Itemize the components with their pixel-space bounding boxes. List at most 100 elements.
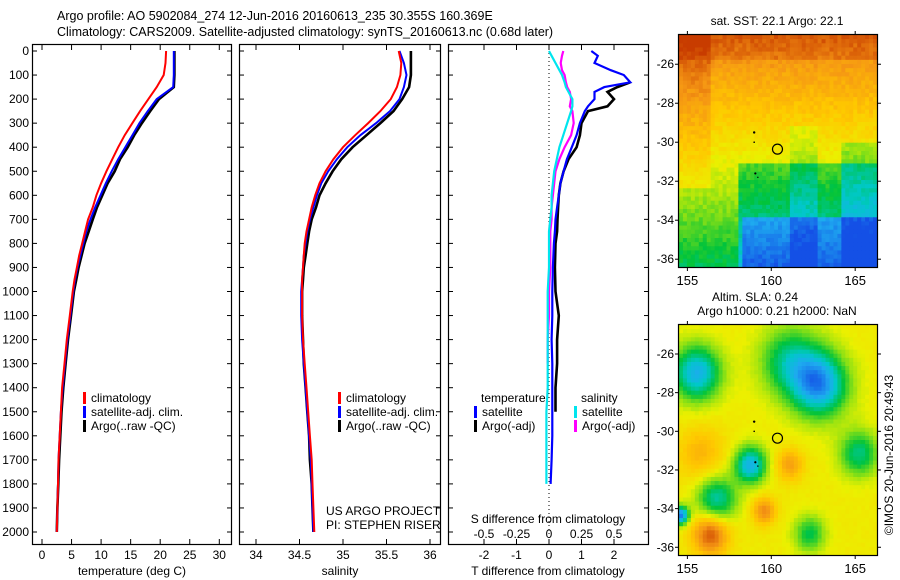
map-cell [853, 361, 858, 367]
map-cell [805, 64, 811, 69]
map-cell [702, 262, 708, 267]
map-cell [845, 258, 850, 264]
map-cell [801, 357, 807, 363]
map-cell [774, 382, 779, 388]
map-cell [861, 423, 866, 429]
map-cell [865, 155, 870, 160]
map-cell [865, 122, 870, 127]
map-cell [702, 238, 708, 243]
map-cell [758, 47, 763, 53]
map-cell [722, 374, 728, 379]
map-cell [825, 134, 831, 140]
map-cell [825, 43, 831, 49]
map-cell [682, 225, 688, 231]
map-cell [686, 361, 692, 367]
map-cell [857, 403, 862, 408]
map-cell [778, 130, 783, 136]
map-cell [706, 55, 712, 61]
map-cell [829, 217, 835, 223]
map-cell [817, 472, 823, 478]
map-cell [809, 452, 815, 458]
map-cell [758, 64, 763, 69]
map-cell [829, 138, 835, 144]
map-cell [797, 126, 803, 131]
map-cell [821, 122, 827, 127]
map-cell [734, 481, 739, 486]
map-cell [722, 80, 728, 86]
map-cell [706, 403, 712, 408]
map-cell [865, 460, 870, 466]
map-cell [793, 113, 799, 119]
map-cell [746, 35, 751, 40]
map-cell [738, 448, 743, 453]
map-cell [770, 250, 775, 256]
map-cell [813, 403, 819, 408]
map-cell [861, 456, 866, 462]
map-cell [690, 138, 696, 144]
map-cell [817, 398, 823, 404]
map-cell [746, 64, 751, 69]
map-cell [857, 370, 862, 375]
map-cell [746, 233, 751, 239]
map-cell [869, 159, 874, 165]
map-cell [801, 192, 807, 198]
map-cell [817, 192, 823, 198]
map-cell [754, 72, 759, 78]
map-cell [778, 188, 783, 194]
map-cell [825, 403, 831, 408]
map-cell [698, 444, 704, 449]
map-cell [833, 76, 838, 82]
map-cell [702, 366, 708, 371]
map-cell [781, 101, 787, 107]
map-cell [789, 250, 795, 256]
map-cell [845, 51, 850, 57]
map-cell [718, 155, 724, 160]
map-cell [710, 476, 716, 482]
map-cell [718, 468, 724, 474]
map-cell [758, 357, 763, 363]
map-cell [789, 246, 795, 252]
map-cell [710, 382, 716, 388]
map-cell [833, 35, 838, 40]
map-cell [690, 472, 696, 478]
map-cell [758, 472, 763, 478]
map-cell [789, 452, 795, 458]
map-cell [750, 109, 755, 115]
map-cell [718, 378, 724, 384]
map-cell [762, 188, 767, 194]
map-cell [789, 464, 795, 470]
map-cell [809, 440, 815, 445]
map-cell [754, 394, 759, 400]
map-cell [793, 398, 799, 404]
map-cell [797, 105, 803, 111]
map-cell [686, 39, 692, 44]
map-cell [845, 225, 850, 231]
map-cell [857, 64, 862, 69]
map-cell [698, 398, 704, 404]
map-cell [770, 97, 775, 102]
map-cell [789, 337, 795, 343]
map-cell [841, 233, 846, 239]
map-cell [706, 59, 712, 65]
map-cell [865, 59, 870, 65]
map-cell [781, 398, 787, 404]
y-tick-label: 1500 [2, 405, 29, 419]
map-cell [698, 357, 704, 363]
map-cell [869, 64, 874, 69]
map-cell [718, 398, 724, 404]
legend-label: Argo(-adj) [482, 419, 535, 433]
map-cell [809, 456, 815, 462]
map-cell [793, 213, 799, 218]
map-cell [754, 217, 759, 223]
map-cell [770, 142, 775, 148]
map-cell [746, 130, 751, 136]
map-cell [706, 460, 712, 466]
map-cell [754, 97, 759, 102]
map-cell [774, 64, 779, 69]
map-cell [817, 333, 823, 338]
map-cell [785, 468, 791, 474]
difference-plot-frame [447, 43, 650, 546]
map-cell [679, 88, 684, 94]
map-cell [690, 366, 696, 371]
map-cell [762, 460, 767, 466]
